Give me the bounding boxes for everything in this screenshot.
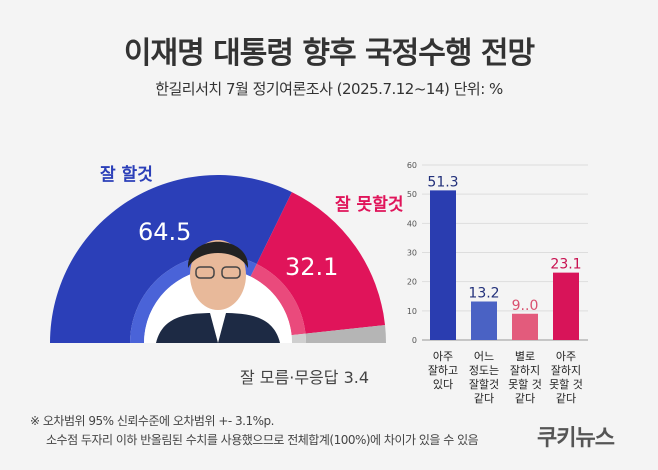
bar-value-label-1: 13.2 <box>468 286 499 302</box>
y-tick-0: 0 <box>412 336 417 345</box>
bar-value-label-0: 51.3 <box>427 174 458 190</box>
donut-slice-1 <box>256 192 386 334</box>
bar-value-label-2: 9..0 <box>512 298 539 314</box>
x-tick-label-2-1: 잘하지 <box>510 363 540 377</box>
donut-slice-2 <box>305 325 386 343</box>
x-tick-label-2-0: 별로 <box>515 350 535 363</box>
x-tick-label-3-3: 같다 <box>556 392 576 405</box>
donut-slice-0 <box>50 174 292 343</box>
y-tick-20: 20 <box>407 278 417 287</box>
x-tick-label-0-2: 있다 <box>433 378 453 391</box>
logo: 쿠키뉴스 <box>537 426 615 451</box>
x-tick-label-0-0: 아주 <box>433 350 453 363</box>
page-subtitle: 한길리서치 7월 정기여론조사 (2025.7.12~14) 단위: % <box>155 80 503 98</box>
bar-value-label-3: 23.1 <box>550 257 581 273</box>
label-unknown: 잘 모름·무응답 3.4 <box>240 368 369 387</box>
y-tick-50: 50 <box>407 190 417 199</box>
portrait-glasses-right <box>221 266 241 279</box>
x-tick-label-1-2: 잘할것 <box>469 378 499 391</box>
y-tick-30: 30 <box>407 249 417 258</box>
bar-0 <box>430 190 456 340</box>
label-good: 잘 할것 <box>100 164 153 185</box>
portrait-glasses-left <box>195 266 215 279</box>
donut-inner-ring-2 <box>291 333 306 343</box>
x-tick-label-0-1: 잘하고 <box>428 363 458 377</box>
x-tick-label-1-3: 같다 <box>474 392 494 405</box>
x-tick-label-3-2: 못할 것 <box>549 378 583 391</box>
portrait-shirt <box>210 313 226 343</box>
y-tick-60: 60 <box>407 161 417 170</box>
bar-2 <box>512 313 538 340</box>
x-tick-label-2-3: 같다 <box>515 392 535 405</box>
x-tick-label-3-0: 아주 <box>556 350 576 363</box>
value-good: 64.5 <box>138 218 191 246</box>
portrait-hair <box>187 241 249 268</box>
x-tick-label-3-1: 잘하지 <box>551 363 581 377</box>
x-tick-label-1-0: 어느 <box>474 350 494 363</box>
label-bad: 잘 못할것 <box>335 194 403 215</box>
note-margin-of-error: ※ 오차범위 95% 신뢰수준에 오차범위 +- 3.1%p. <box>30 414 274 428</box>
donut-inner-ring-1 <box>250 263 306 336</box>
donut-inner-ring-0 <box>130 255 257 343</box>
bar-3 <box>553 272 579 340</box>
page-title: 이재명 대통령 향후 국정수행 전망 <box>123 36 535 71</box>
y-tick-40: 40 <box>407 219 417 228</box>
bar-1 <box>471 301 497 340</box>
value-bad: 32.1 <box>285 253 338 281</box>
x-tick-label-1-1: 정도는 <box>469 364 499 377</box>
portrait-face <box>190 240 246 310</box>
x-tick-label-2-2: 못할 것 <box>508 378 542 391</box>
y-tick-10: 10 <box>407 307 417 316</box>
note-rounding: 소수점 두자리 이하 반올림된 수치를 사용했으므로 전체합계(100%)에 차… <box>46 433 479 447</box>
